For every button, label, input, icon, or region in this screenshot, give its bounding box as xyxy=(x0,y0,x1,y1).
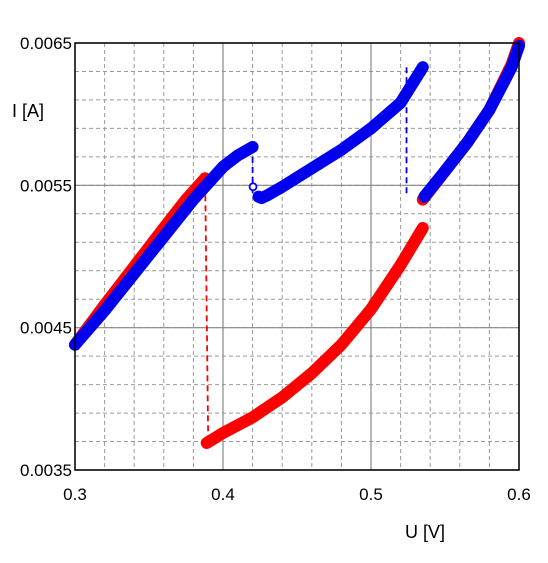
series-line xyxy=(252,61,429,205)
y-tick-label: 0.0035 xyxy=(20,461,72,480)
series-line xyxy=(200,222,429,449)
y-tick-label: 0.0055 xyxy=(20,176,72,195)
y-tick-label: 0.0065 xyxy=(20,34,72,53)
x-tick-label: 0.4 xyxy=(211,485,235,504)
y-tick-label: 0.0045 xyxy=(20,319,72,338)
x-axis-label: U [V] xyxy=(405,522,445,542)
x-tick-label: 0.3 xyxy=(63,485,87,504)
plot-frame xyxy=(74,42,520,471)
series-line xyxy=(69,140,259,351)
tick-labels: 0.3 0.4 0.5 0.6 0.0035 0.0045 0.0055 0.0065 xyxy=(20,34,531,504)
x-tick-label: 0.5 xyxy=(359,485,383,504)
x-tick-label: 0.6 xyxy=(507,485,531,504)
open-marker xyxy=(248,182,258,192)
series-line xyxy=(418,39,525,203)
y-axis-label: I [A] xyxy=(12,101,44,121)
plot-series xyxy=(69,37,525,449)
jump-line xyxy=(204,185,210,442)
